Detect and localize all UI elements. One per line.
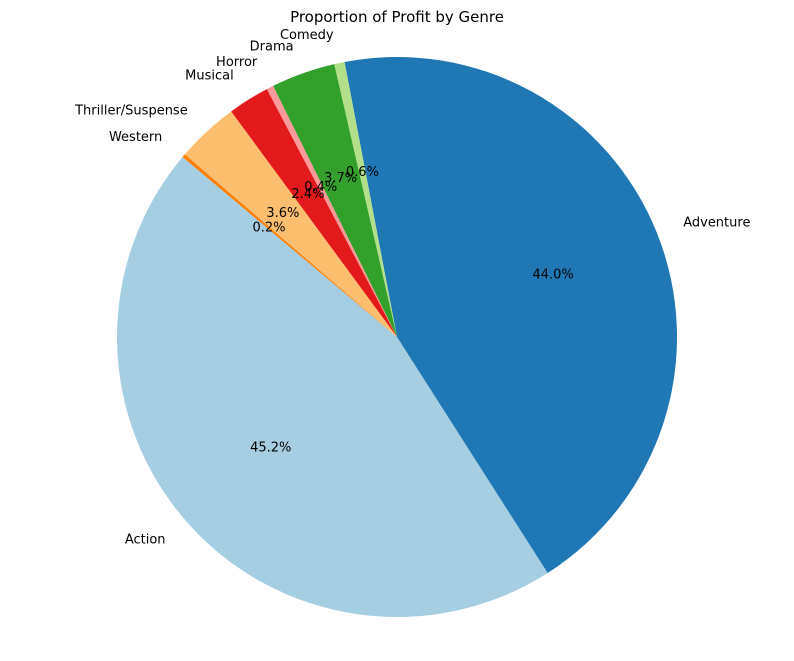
slice-percent-label: 0.6% — [346, 165, 379, 180]
slice-percent-label: 45.2% — [250, 440, 291, 455]
slice-percent-label: 3.6% — [266, 206, 299, 221]
slice-label: Drama — [250, 39, 294, 54]
slice-label: Thriller/Suspense — [74, 104, 188, 119]
chart-title: Proportion of Profit by Genre — [290, 8, 504, 26]
percent-labels: 45.2% 44.0% 0.6%3.7%0.4%2.4% 3.6%0.2% — [250, 165, 574, 455]
slice-percent-label: 2.4% — [291, 187, 324, 202]
pie-slice-thriller-suspense — [184, 111, 397, 337]
pie-slice-musical — [231, 89, 397, 337]
pie-slice-adventure — [344, 57, 677, 573]
slice-label: Adventure — [683, 216, 750, 231]
pie-slices — [117, 57, 677, 617]
slice-percent-label: 0.2% — [252, 221, 285, 236]
slice-label: Musical — [185, 68, 234, 83]
slice-percent-label: 44.0% — [532, 267, 573, 282]
slice-label: Comedy — [280, 28, 334, 43]
pie-slice-western — [182, 154, 397, 337]
pie-slice-horror — [266, 85, 397, 337]
slice-percent-label: 0.4% — [304, 180, 337, 195]
slice-label: Horror — [216, 55, 258, 70]
pie-slice-action — [117, 157, 548, 617]
slice-percent-label: 3.7% — [324, 171, 357, 186]
pie-slice-comedy — [334, 61, 397, 338]
slice-label: Action — [125, 533, 166, 548]
pie-slice-drama — [273, 64, 397, 337]
slice-label: Western — [109, 130, 162, 145]
